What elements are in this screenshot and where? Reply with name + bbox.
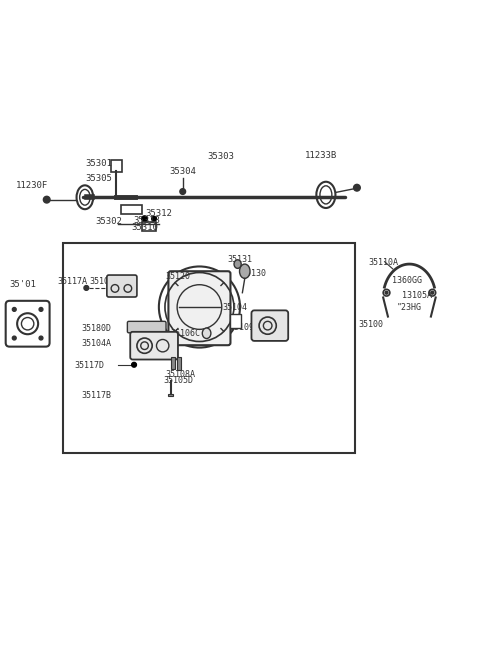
Text: 35117D: 35117D [75, 361, 105, 371]
Circle shape [84, 286, 89, 290]
Text: 13105A: 13105A [402, 290, 432, 300]
Text: 35120: 35120 [166, 273, 191, 281]
Text: 35131: 35131 [228, 255, 252, 264]
FancyBboxPatch shape [127, 321, 166, 333]
Bar [171, 357, 175, 369]
FancyBboxPatch shape [130, 332, 178, 359]
Text: 35130: 35130 [242, 269, 267, 278]
Text: 11230F: 11230F [16, 181, 48, 190]
Text: 35180D: 35180D [82, 324, 112, 333]
Text: 35100: 35100 [359, 320, 384, 329]
Text: 35301: 35301 [86, 160, 113, 168]
Text: 35109: 35109 [230, 323, 255, 332]
Text: 35303: 35303 [207, 152, 234, 161]
Circle shape [431, 291, 434, 294]
Ellipse shape [240, 264, 250, 279]
Ellipse shape [234, 260, 241, 268]
Circle shape [132, 363, 136, 367]
Text: 35117B: 35117B [82, 391, 112, 400]
Text: 35108A: 35108A [165, 371, 195, 379]
Text: 35304: 35304 [169, 166, 196, 175]
Circle shape [39, 336, 43, 340]
Text: 35'01: 35'01 [10, 280, 36, 288]
Circle shape [152, 216, 156, 221]
Circle shape [385, 291, 388, 294]
Circle shape [142, 216, 147, 221]
Bar [111, 160, 121, 172]
Ellipse shape [202, 328, 211, 338]
FancyBboxPatch shape [168, 271, 230, 345]
FancyBboxPatch shape [107, 275, 137, 297]
FancyBboxPatch shape [252, 310, 288, 341]
FancyBboxPatch shape [6, 301, 49, 347]
Text: 35110A: 35110A [368, 258, 398, 267]
Bar [177, 357, 181, 371]
Text: 1360GG: 1360GG [392, 277, 422, 285]
Text: 35310: 35310 [131, 223, 158, 232]
Text: 35105D: 35105D [163, 376, 193, 386]
Bar [230, 314, 241, 328]
Bar [120, 206, 142, 214]
Bar [63, 242, 355, 453]
Text: 35313: 35313 [133, 215, 160, 225]
Text: 35106C: 35106C [170, 328, 200, 338]
Text: 35312: 35312 [145, 210, 172, 219]
Text: 35302: 35302 [96, 217, 122, 225]
Circle shape [39, 307, 43, 311]
Bar [142, 222, 156, 231]
Circle shape [12, 307, 16, 311]
Text: 35305: 35305 [86, 173, 113, 183]
Text: 35117A: 35117A [57, 277, 87, 286]
Circle shape [354, 185, 360, 191]
Text: 11233B: 11233B [305, 151, 337, 160]
Text: 35104A: 35104A [82, 339, 112, 348]
Text: 35104: 35104 [223, 302, 248, 311]
Bar [168, 394, 173, 396]
Circle shape [180, 189, 186, 194]
Circle shape [12, 336, 16, 340]
Circle shape [43, 196, 50, 203]
Text: "23HG: "23HG [397, 304, 422, 313]
Text: 35102: 35102 [89, 277, 114, 286]
